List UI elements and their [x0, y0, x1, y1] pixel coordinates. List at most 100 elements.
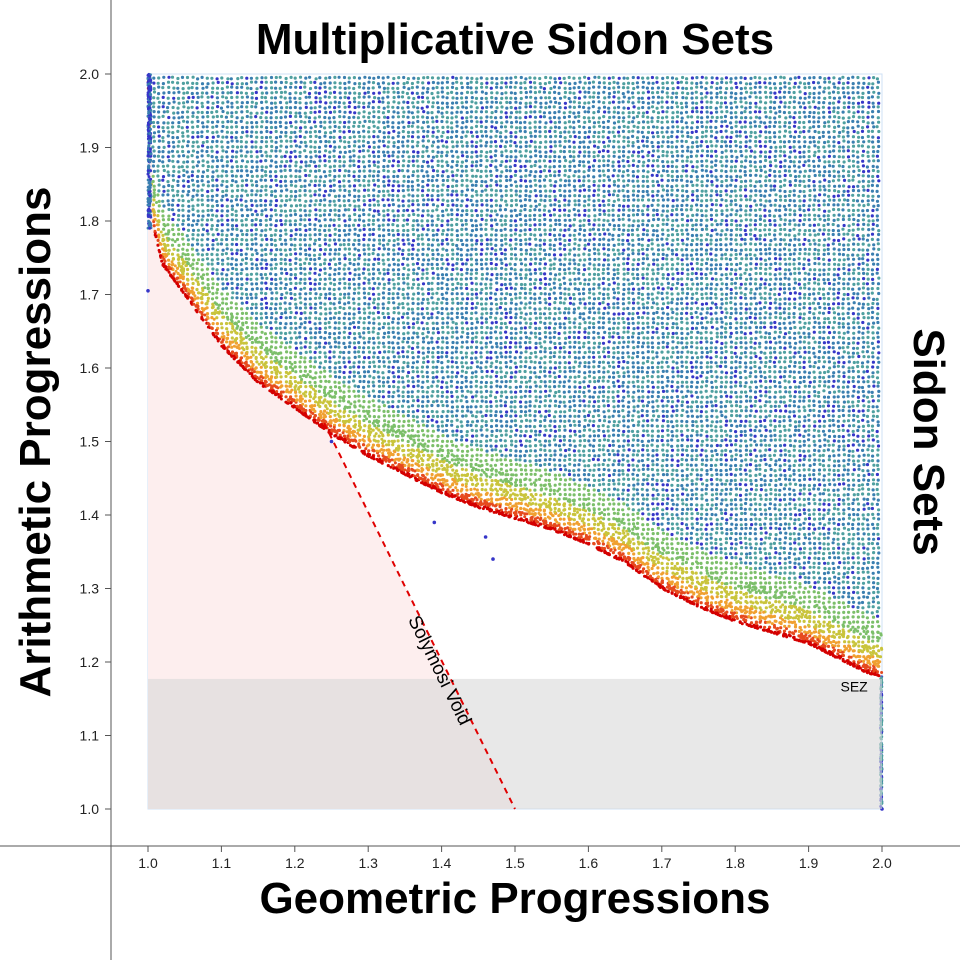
data-point — [377, 257, 381, 261]
data-point — [318, 105, 322, 109]
data-point — [324, 307, 328, 311]
data-point — [377, 154, 381, 159]
data-point — [263, 203, 267, 207]
data-point — [319, 370, 323, 374]
data-point — [401, 238, 405, 242]
data-point — [391, 443, 395, 447]
data-point — [367, 336, 372, 341]
data-point — [426, 130, 430, 134]
data-point — [239, 135, 243, 139]
data-point — [172, 96, 176, 100]
data-point — [489, 286, 493, 290]
data-point — [303, 125, 307, 129]
data-point — [425, 321, 429, 326]
data-point — [260, 120, 264, 124]
data-point — [172, 212, 176, 216]
data-point — [264, 228, 268, 232]
data-point — [362, 429, 366, 433]
data-point — [436, 252, 440, 256]
data-point — [234, 198, 238, 202]
data-point — [435, 233, 439, 237]
data-point — [377, 454, 381, 458]
data-point — [411, 173, 415, 178]
data-point — [460, 340, 465, 344]
data-point — [445, 283, 449, 287]
data-point — [411, 188, 415, 192]
data-point — [381, 389, 385, 394]
data-point — [391, 188, 395, 193]
data-point — [157, 178, 161, 183]
data-point — [426, 174, 430, 178]
data-point — [170, 149, 175, 153]
data-point — [495, 458, 499, 462]
data-point — [421, 282, 426, 286]
data-point — [288, 219, 292, 223]
data-point — [455, 222, 459, 227]
data-point — [211, 271, 215, 275]
data-point — [490, 125, 494, 129]
data-point — [166, 155, 170, 159]
data-point — [294, 189, 298, 194]
data-point — [216, 257, 220, 261]
data-point — [201, 144, 205, 148]
data-point — [367, 346, 371, 350]
data-point — [324, 312, 328, 316]
data-point — [371, 86, 375, 90]
data-point — [455, 488, 459, 492]
data-point — [461, 262, 465, 266]
data-point — [338, 292, 343, 296]
data-point — [440, 134, 444, 138]
data-point — [455, 454, 459, 458]
data-point — [372, 188, 376, 192]
data-point — [410, 390, 414, 394]
data-point — [298, 208, 303, 212]
data-point — [314, 311, 318, 315]
data-point — [327, 297, 332, 301]
data-point — [417, 95, 421, 99]
data-point — [386, 312, 390, 316]
data-point — [210, 262, 214, 266]
data-point — [460, 199, 464, 203]
data-point — [333, 413, 337, 417]
data-point — [450, 233, 454, 237]
data-point — [367, 330, 371, 334]
data-point — [484, 302, 488, 306]
data-point — [304, 155, 308, 159]
data-point — [416, 286, 420, 290]
data-point — [279, 213, 283, 217]
data-point — [314, 400, 318, 404]
data-point — [240, 301, 244, 305]
data-point — [490, 479, 494, 483]
data-point — [396, 258, 401, 262]
data-point — [362, 346, 366, 350]
data-point — [381, 189, 386, 193]
data-point — [309, 364, 313, 368]
data-point — [161, 114, 165, 118]
data-point — [450, 170, 454, 174]
data-point — [455, 150, 459, 154]
data-point — [206, 189, 210, 194]
data-point — [493, 209, 498, 213]
data-point — [317, 115, 322, 119]
data-point — [450, 311, 454, 315]
data-point — [402, 150, 406, 154]
data-point — [479, 213, 484, 217]
data-point — [200, 223, 204, 227]
data-point — [245, 238, 249, 242]
data-point — [436, 95, 440, 99]
data-point — [484, 180, 488, 184]
data-point — [254, 311, 259, 315]
data-point — [441, 262, 445, 266]
data-point — [298, 263, 303, 267]
data-point — [382, 228, 386, 232]
data-point — [391, 317, 395, 321]
data-point — [441, 434, 445, 438]
data-point — [446, 228, 450, 232]
data-point — [368, 311, 372, 315]
data-point — [342, 434, 347, 438]
data-point — [376, 332, 380, 336]
data-point — [446, 434, 450, 438]
data-point — [288, 262, 292, 266]
data-point — [470, 292, 474, 296]
data-point — [489, 155, 493, 159]
